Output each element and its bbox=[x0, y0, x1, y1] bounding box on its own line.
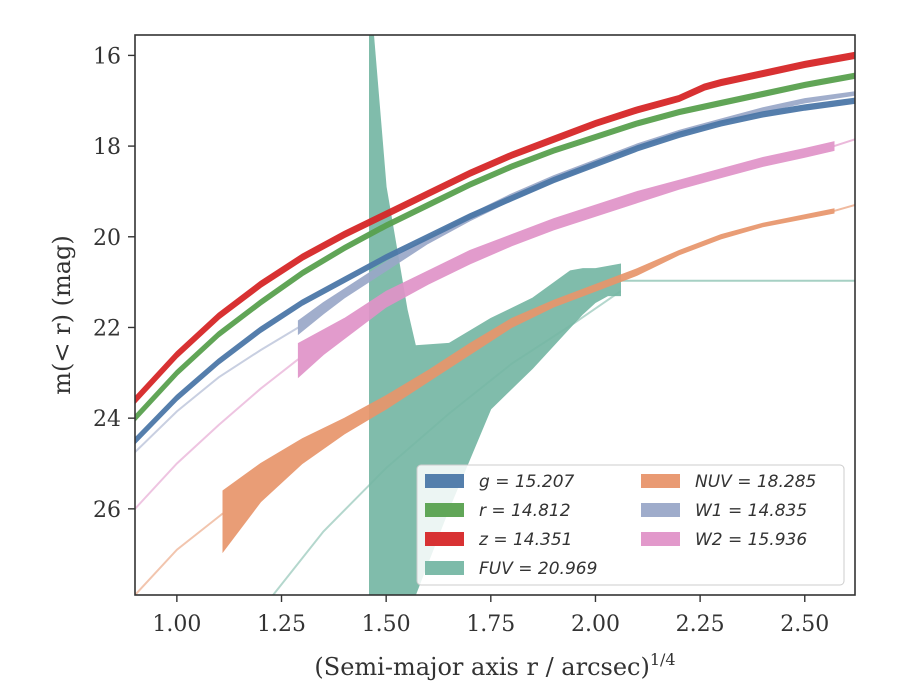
y-axis-label: m(< r) (mag) bbox=[48, 235, 76, 394]
x-tick-label: 1.75 bbox=[466, 612, 515, 637]
x-axis: 1.00 1.25 1.50 1.75 2.00 2.25 2.50 bbox=[152, 595, 829, 637]
legend-swatch-g bbox=[425, 474, 464, 488]
x-axis-label-exponent: 1/4 bbox=[650, 650, 676, 669]
y-tick-label: 24 bbox=[93, 407, 121, 432]
y-axis: 16 18 20 22 24 26 bbox=[93, 44, 135, 523]
y-tick-label: 20 bbox=[93, 226, 121, 251]
legend-swatch-nuv bbox=[641, 474, 680, 488]
series-nuv-extrapolation bbox=[135, 512, 224, 595]
series-w2-area bbox=[297, 141, 835, 379]
y-tick-label: 22 bbox=[93, 316, 121, 341]
x-tick-label: 1.00 bbox=[152, 612, 201, 637]
x-tick-label: 2.50 bbox=[780, 612, 829, 637]
x-tick-label: 1.50 bbox=[362, 612, 411, 637]
legend-label-g: g = 15.207 bbox=[479, 472, 575, 492]
x-axis-label: (Semi-major axis r / arcsec)1/4 bbox=[314, 650, 675, 681]
legend-label-w2: W2 = 15.936 bbox=[695, 530, 807, 550]
y-tick-label: 16 bbox=[93, 44, 121, 69]
y-tick-label: 18 bbox=[93, 135, 121, 160]
series-fuv-area bbox=[369, 35, 621, 595]
legend-swatch-r bbox=[425, 503, 464, 517]
x-tick-label: 1.25 bbox=[257, 612, 306, 637]
legend-box bbox=[416, 464, 845, 586]
legend-swatch-w2 bbox=[641, 532, 680, 546]
series-g-band bbox=[135, 97, 855, 445]
legend-label-fuv: FUV = 20.969 bbox=[479, 559, 597, 579]
legend-swatch-fuv bbox=[425, 561, 464, 575]
y-tick-label: 26 bbox=[93, 498, 121, 523]
plot-frame bbox=[134, 34, 856, 596]
series-z-band bbox=[135, 51, 855, 405]
legend-swatch-w1 bbox=[641, 503, 680, 517]
series-w1-extrapolation bbox=[135, 326, 299, 453]
series-r-band bbox=[135, 72, 855, 422]
series-nuv-area bbox=[222, 208, 835, 554]
legend-label-r: r = 14.812 bbox=[479, 501, 571, 521]
series-w2-tail bbox=[833, 138, 855, 148]
series-group bbox=[135, 35, 855, 595]
plot-area bbox=[135, 35, 855, 595]
x-tick-label: 2.25 bbox=[676, 612, 725, 637]
legend-swatch-z bbox=[425, 532, 464, 546]
legend: g = 15.207 r = 14.812 z = 14.351 FUV = 20.9… bbox=[416, 464, 845, 586]
legend-label-nuv: NUV = 18.285 bbox=[695, 472, 816, 492]
legend-label-z: z = 14.351 bbox=[478, 530, 572, 550]
legend-label-w1: W1 = 14.835 bbox=[695, 501, 807, 521]
x-tick-label: 2.00 bbox=[571, 612, 620, 637]
series-w2-extrapolation bbox=[135, 358, 299, 510]
x-axis-label-main: (Semi-major axis r / arcsec) bbox=[314, 653, 649, 681]
series-nuv-tail bbox=[833, 204, 855, 212]
